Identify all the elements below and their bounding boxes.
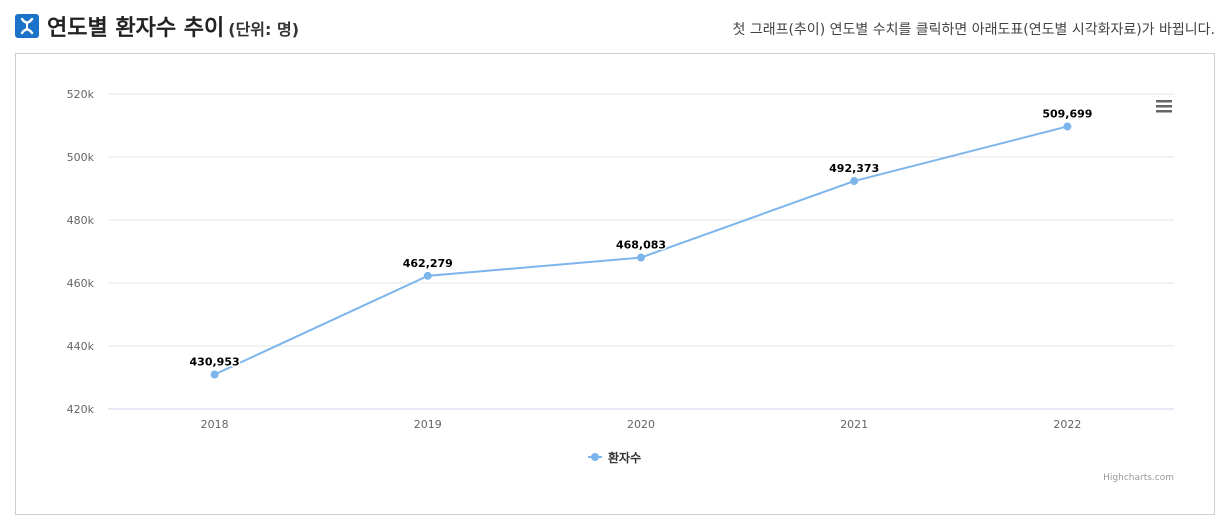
data-point[interactable] xyxy=(423,271,432,280)
data-labels: 430,953 462,279 468,083 492,373 509,699 xyxy=(188,106,1094,370)
data-point[interactable] xyxy=(637,253,645,262)
credits-link[interactable]: Highcharts.com xyxy=(1103,473,1174,483)
chart-panel: 420k 440k 460k 480k 500k 520k 2018 2019 2020 202… xyxy=(15,53,1215,515)
series-group xyxy=(210,122,1072,379)
line-chart: 420k 440k 460k 480k 500k 520k 2018 2019 2020 202… xyxy=(67,88,1174,483)
x-tick-label: 2018 xyxy=(201,418,229,431)
legend-marker xyxy=(591,453,599,461)
x-tick-label: 2020 xyxy=(627,418,655,431)
x-tick-label: 2019 xyxy=(414,418,442,431)
data-point[interactable] xyxy=(850,177,859,186)
y-tick-label: 440k xyxy=(67,340,95,353)
legend-label: 환자수 xyxy=(608,450,641,465)
data-label: 509,699 xyxy=(1042,107,1092,120)
y-axis: 420k 440k 460k 480k 500k 520k xyxy=(67,88,95,416)
data-point[interactable] xyxy=(210,370,219,379)
y-tick-label: 460k xyxy=(67,277,95,290)
unit-label: (단위: 명) xyxy=(228,20,300,39)
y-tick-label: 480k xyxy=(67,214,95,227)
instruction-text: 첫 그래프(추이) 연도별 수치를 클릭하면 아래도표(연도별 시각화자료)가 … xyxy=(732,22,1216,38)
y-tick-label: 500k xyxy=(67,151,95,164)
page-title: 연도별 환자수 추이 (단위: 명) xyxy=(47,10,299,42)
y-tick-label: 420k xyxy=(67,403,95,416)
data-point[interactable] xyxy=(1063,122,1072,131)
data-label: 430,953 xyxy=(190,355,240,368)
data-label: 468,083 xyxy=(616,239,666,252)
x-tick-label: 2021 xyxy=(840,418,868,431)
x-tick-label: 2022 xyxy=(1053,418,1081,431)
logo-icon xyxy=(15,14,39,38)
y-tick-label: 520k xyxy=(67,88,95,101)
legend[interactable]: 환자수 xyxy=(588,450,641,465)
title-text: 연도별 환자수 추이 xyxy=(47,16,225,41)
hamburger-menu-icon[interactable] xyxy=(1154,96,1172,114)
data-label: 492,373 xyxy=(829,162,879,175)
page-header: 연도별 환자수 추이 (단위: 명) 첫 그래프(추이) 연도별 수치를 클릭하면… xyxy=(0,0,1230,52)
data-label: 462,279 xyxy=(403,257,453,270)
grid-lines xyxy=(108,93,1174,410)
x-axis: 2018 2019 2020 2021 2022 xyxy=(201,418,1082,431)
